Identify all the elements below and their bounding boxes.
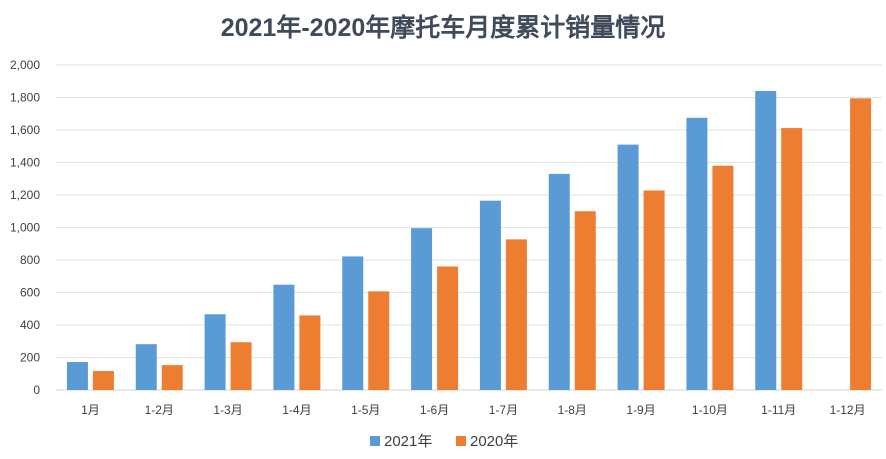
bar-series-2 xyxy=(299,315,321,390)
legend-label: 2021年 xyxy=(384,433,432,450)
bar-series-2 xyxy=(643,190,665,390)
bar-series-2 xyxy=(505,239,527,390)
bar-series-2 xyxy=(92,370,114,390)
x-tick-label: 1-8月 xyxy=(558,403,587,417)
legend: 2021年 2020年 xyxy=(370,433,518,450)
bar-series-2 xyxy=(161,365,183,390)
bar-series-2 xyxy=(781,128,803,391)
bar-series-1 xyxy=(548,173,570,390)
bar-series-1 xyxy=(66,362,88,390)
bar-series-1 xyxy=(204,314,226,390)
bar-series-2 xyxy=(712,165,734,390)
y-tick-label: 1,600 xyxy=(10,123,40,137)
legend-label: 2020年 xyxy=(470,433,518,450)
chart-title: 2021年-2020年摩托车月度累计销量情况 xyxy=(220,14,666,42)
bar-series-1 xyxy=(755,91,777,390)
bar-series-1 xyxy=(617,144,639,390)
bars xyxy=(66,91,872,391)
legend-swatch xyxy=(456,436,466,446)
y-tick-label: 2,000 xyxy=(10,58,40,72)
gridlines xyxy=(56,64,882,391)
x-tick-label: 1-9月 xyxy=(626,403,655,417)
bar-series-2 xyxy=(230,342,252,390)
x-tick-label: 1-7月 xyxy=(489,403,518,417)
y-tick-label: 0 xyxy=(33,383,40,397)
x-tick-label: 1-3月 xyxy=(213,403,242,417)
y-tick-label: 200 xyxy=(20,351,40,365)
x-tick-label: 1-10月 xyxy=(692,403,728,417)
y-tick-label: 1,200 xyxy=(10,188,40,202)
x-tick-label: 1-11月 xyxy=(761,403,796,417)
y-tick-label: 1,800 xyxy=(10,91,40,105)
y-axis-ticks: 0 200 400 600 800 1,000 1,200 1,400 1,600 1,800 2,… xyxy=(10,58,40,397)
y-tick-label: 400 xyxy=(20,318,40,332)
x-tick-label: 1-5月 xyxy=(351,403,380,417)
bar-series-1 xyxy=(135,344,157,390)
bar-series-2 xyxy=(574,211,596,390)
x-tick-label: 1-12月 xyxy=(830,403,866,417)
bar-series-2 xyxy=(850,98,872,390)
bar-series-1 xyxy=(273,284,295,390)
x-tick-label: 1-2月 xyxy=(145,403,174,417)
x-tick-label: 1月 xyxy=(81,403,100,417)
y-tick-label: 800 xyxy=(20,253,40,267)
bar-series-1 xyxy=(686,117,708,390)
y-tick-label: 1,400 xyxy=(10,156,40,170)
y-tick-label: 1,000 xyxy=(10,221,40,235)
legend-swatch xyxy=(370,436,380,446)
bar-series-2 xyxy=(437,266,459,390)
x-tick-label: 1-4月 xyxy=(282,403,311,417)
bar-series-2 xyxy=(368,291,390,390)
y-tick-label: 600 xyxy=(20,286,40,300)
x-tick-label: 1-6月 xyxy=(420,403,449,417)
bar-series-1 xyxy=(479,200,501,390)
bar-series-1 xyxy=(411,228,433,390)
bar-series-1 xyxy=(342,256,364,390)
x-axis-ticks: 1月 1-2月 1-3月 1-4月 1-5月 1-6月 1-7月 1-8月 1-9月 1-10月 1… xyxy=(81,403,866,417)
